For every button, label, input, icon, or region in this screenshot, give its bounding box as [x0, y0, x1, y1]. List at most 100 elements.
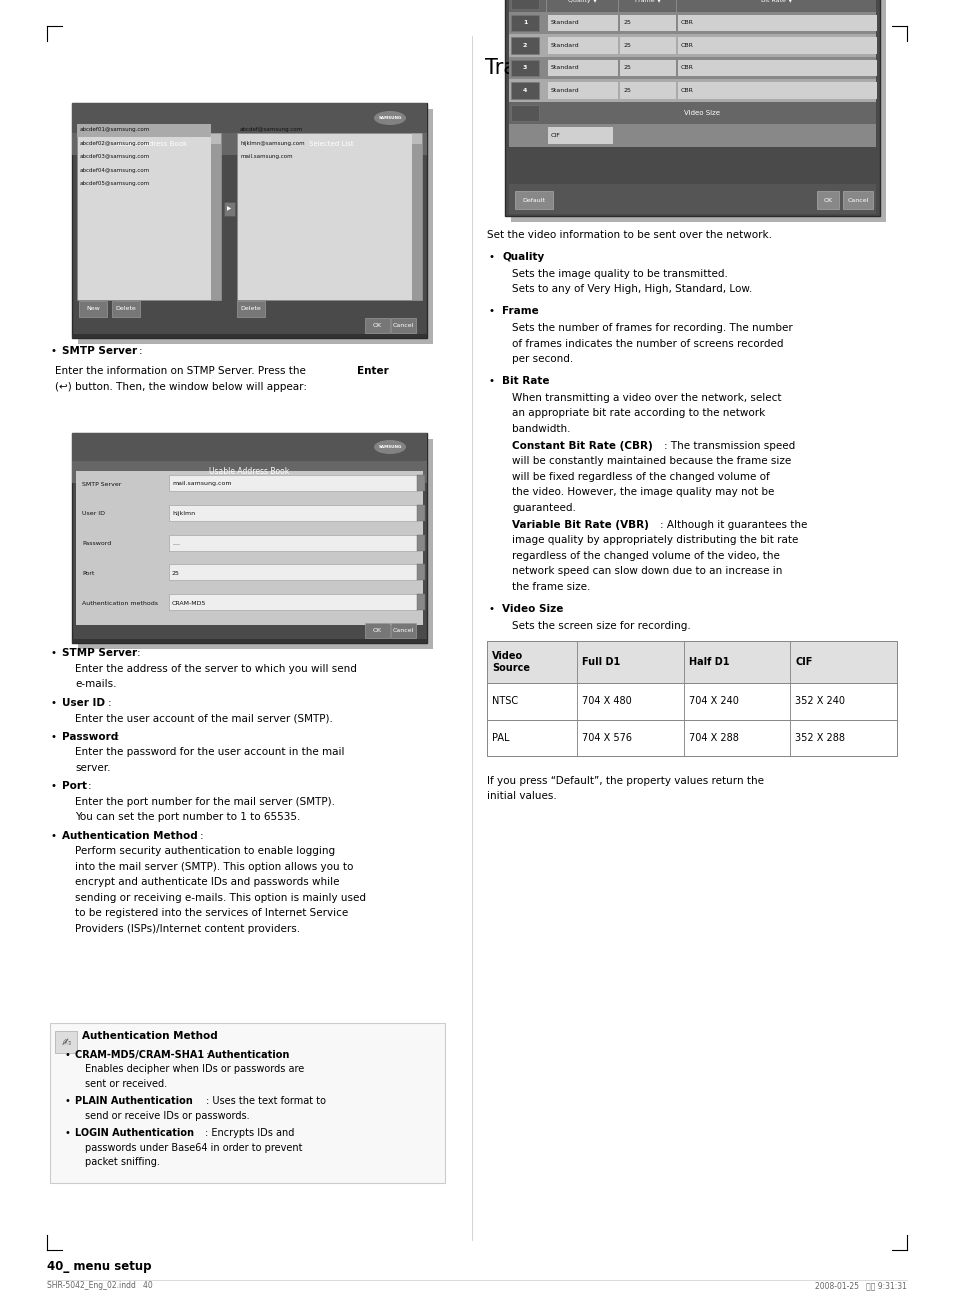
Text: per second.: per second. — [512, 354, 573, 364]
Bar — [511, 0, 885, 222]
Text: Enter: Enter — [356, 366, 388, 377]
Bar — [416, 564, 424, 581]
Text: Authentication Method: Authentication Method — [62, 831, 197, 841]
Text: SAMSUNG: SAMSUNG — [378, 445, 401, 449]
Bar — [237, 133, 421, 300]
Text: •: • — [50, 781, 56, 791]
Bar — [509, 184, 875, 215]
Bar — [416, 594, 424, 611]
Bar — [71, 460, 427, 483]
Bar — [71, 103, 427, 133]
Text: Bit Rate: Bit Rate — [501, 375, 549, 386]
Bar — [77, 124, 211, 137]
Text: Port: Port — [62, 781, 87, 791]
Bar — [211, 133, 221, 300]
Text: abcdef02@samsung.com: abcdef02@samsung.com — [80, 141, 150, 146]
Text: Variable Bit Rate (VBR): Variable Bit Rate (VBR) — [512, 519, 648, 530]
Bar — [504, 0, 879, 216]
Text: 25: 25 — [172, 570, 180, 576]
Bar — [577, 719, 683, 756]
Bar — [511, 82, 538, 98]
Text: User ID: User ID — [62, 697, 105, 708]
Bar — [71, 334, 427, 337]
Bar — [547, 37, 618, 54]
Text: 3: 3 — [522, 65, 527, 71]
Text: New: New — [86, 306, 100, 311]
Text: :: : — [108, 697, 112, 708]
Text: Bit Rate ▼: Bit Rate ▼ — [760, 0, 792, 3]
Bar — [78, 109, 433, 344]
Bar — [683, 683, 790, 719]
Text: network speed can slow down due to an increase in: network speed can slow down due to an in… — [512, 566, 781, 577]
Text: Enter the port number for the mail server (SMTP).: Enter the port number for the mail serve… — [75, 797, 335, 807]
Text: Enter the password for the user account in the mail: Enter the password for the user account … — [75, 747, 344, 757]
Text: server.: server. — [75, 763, 111, 773]
Text: sent or received.: sent or received. — [85, 1079, 167, 1090]
Text: Frame ▼: Frame ▼ — [634, 0, 660, 3]
Text: :: : — [137, 647, 140, 658]
Bar — [169, 594, 416, 611]
Bar — [678, 59, 876, 76]
Text: 25: 25 — [622, 65, 630, 71]
Text: 1: 1 — [522, 20, 527, 25]
Text: bandwidth.: bandwidth. — [512, 424, 570, 434]
Text: the frame size.: the frame size. — [512, 582, 590, 591]
Bar — [486, 641, 577, 683]
Bar — [511, 37, 538, 54]
Text: OK: OK — [373, 323, 381, 328]
Bar — [577, 683, 683, 719]
Text: Full D1: Full D1 — [581, 657, 619, 667]
Bar — [486, 641, 896, 683]
Text: ▶: ▶ — [227, 207, 232, 212]
Text: abcdef01@samsung.com: abcdef01@samsung.com — [80, 127, 150, 132]
Text: 352 X 288: 352 X 288 — [795, 732, 844, 743]
Text: CRAM-MD5: CRAM-MD5 — [172, 600, 206, 606]
Text: abcdef05@samsung.com: abcdef05@samsung.com — [80, 182, 150, 187]
Text: Enter the information on STMP Server. Press the: Enter the information on STMP Server. Pr… — [55, 366, 306, 377]
Bar — [678, 82, 876, 98]
Text: Cancel: Cancel — [393, 628, 414, 633]
Text: abcdef03@samsung.com: abcdef03@samsung.com — [80, 154, 150, 160]
Text: e-mails.: e-mails. — [75, 679, 116, 689]
Text: Password: Password — [82, 542, 112, 547]
Text: SHR-5042_Eng_02.indd   40: SHR-5042_Eng_02.indd 40 — [47, 1281, 152, 1290]
Bar — [511, 105, 538, 122]
Text: 25: 25 — [622, 43, 630, 48]
Text: :: : — [75, 1050, 210, 1059]
Text: ....: .... — [172, 542, 180, 547]
Text: an appropriate bit rate according to the network: an appropriate bit rate according to the… — [512, 408, 764, 419]
Bar — [509, 34, 875, 56]
Text: sending or receiving e-mails. This option is mainly used: sending or receiving e-mails. This optio… — [75, 893, 366, 903]
Text: will be constantly maintained because the frame size: will be constantly maintained because th… — [512, 456, 790, 466]
Text: SMTP Server: SMTP Server — [62, 347, 137, 356]
Text: 4: 4 — [522, 88, 527, 93]
Text: Cancel: Cancel — [846, 198, 868, 203]
Text: abcdef@samsung.com: abcdef@samsung.com — [240, 127, 303, 132]
Text: Perform security authentication to enable logging: Perform security authentication to enabl… — [75, 846, 335, 857]
Text: 704 X 480: 704 X 480 — [581, 696, 631, 706]
Bar — [77, 133, 221, 300]
Bar — [486, 683, 896, 719]
Text: •: • — [50, 731, 56, 742]
Bar — [509, 56, 875, 78]
Text: CIF: CIF — [551, 132, 560, 137]
Text: CBR: CBR — [680, 88, 693, 93]
Text: :: : — [200, 831, 203, 841]
Text: : Uses the text format to: : Uses the text format to — [206, 1096, 326, 1107]
Bar — [790, 719, 896, 756]
Text: :: : — [116, 731, 119, 742]
Bar — [619, 82, 676, 98]
Bar — [816, 191, 838, 209]
Bar — [683, 641, 790, 683]
Bar — [577, 641, 683, 683]
Text: Usable Address Book: Usable Address Book — [209, 467, 290, 476]
Text: •: • — [489, 306, 495, 317]
Bar — [78, 439, 433, 649]
Bar — [509, 78, 875, 102]
Text: Quality ▼: Quality ▼ — [568, 0, 598, 3]
Bar — [169, 535, 416, 551]
Bar — [169, 564, 416, 581]
Bar — [391, 623, 416, 638]
Text: 2: 2 — [522, 43, 527, 48]
Text: 25: 25 — [622, 88, 630, 93]
